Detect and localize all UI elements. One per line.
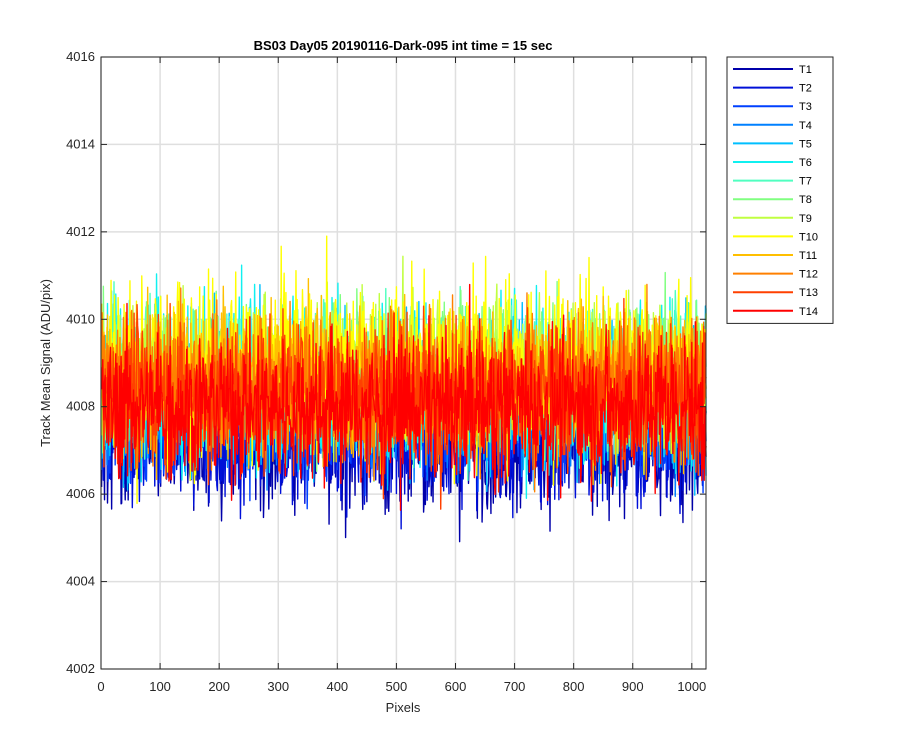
legend-label: T12: [799, 269, 818, 281]
legend-label: T5: [799, 138, 812, 150]
legend-label: T14: [799, 306, 818, 318]
x-tick-label: 1000: [677, 679, 706, 694]
x-tick-label: 100: [149, 679, 171, 694]
x-tick-label: 600: [445, 679, 467, 694]
legend-label: T7: [799, 176, 812, 188]
y-tick-label: 4008: [66, 399, 95, 414]
legend-label: T11: [799, 250, 817, 262]
x-tick-label: 0: [97, 679, 104, 694]
axis-ticks: [100, 56, 706, 670]
y-tick-label: 4016: [66, 49, 95, 64]
legend-label: T3: [799, 101, 812, 113]
legend-label: T4: [799, 120, 812, 132]
axes-box: [100, 56, 707, 670]
x-tick-label: 900: [622, 679, 644, 694]
y-tick-label: 4014: [66, 136, 95, 151]
x-tick-label: 200: [208, 679, 230, 694]
legend: T1 T2 T3 T4 T5 T6 T7 T8 T9 T10 T11 T12 T13 T14: [726, 56, 834, 324]
legend-box: [726, 56, 834, 324]
x-tick-label: 400: [326, 679, 348, 694]
x-axis-label: Pixels: [386, 700, 421, 715]
tick-labels: 0 100 200 300 400 500 600 700 800 900 1000 4002 4004…: [66, 49, 706, 694]
series-line-t14: [100, 283, 707, 511]
y-tick-label: 4004: [66, 574, 95, 589]
chart-title: BS03 Day05 20190116-Dark-095 int time = …: [254, 38, 553, 53]
plot-series-group: [100, 235, 707, 543]
x-tick-label: 300: [267, 679, 289, 694]
legend-label: T6: [799, 157, 812, 169]
legend-label: T9: [799, 213, 812, 225]
x-tick-label: 700: [504, 679, 526, 694]
y-tick-label: 4006: [66, 486, 95, 501]
x-tick-label: 500: [386, 679, 408, 694]
legend-label: T1: [799, 64, 812, 76]
legend-label: T10: [799, 231, 818, 243]
y-axis-label: Track Mean Signal (ADU/pix): [38, 279, 53, 447]
legend-label: T2: [799, 83, 812, 95]
y-tick-label: 4002: [66, 661, 95, 676]
legend-label: T8: [799, 194, 812, 206]
x-tick-label: 800: [563, 679, 585, 694]
y-tick-label: 4010: [66, 311, 95, 326]
legend-label: T13: [799, 287, 818, 299]
y-tick-label: 4012: [66, 224, 95, 239]
